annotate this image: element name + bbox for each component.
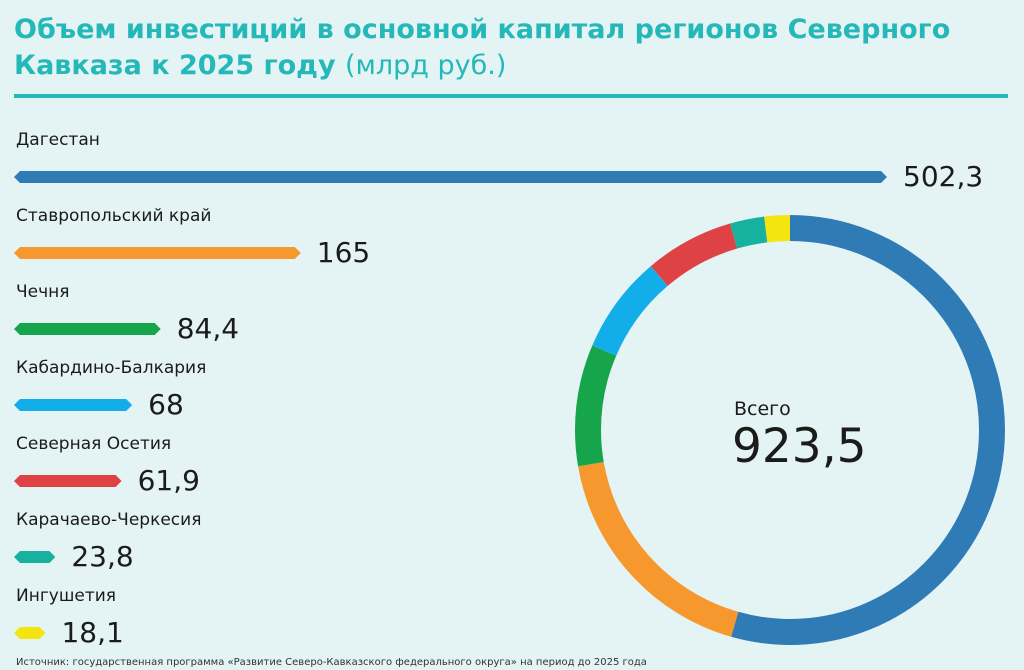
- bar: [14, 551, 55, 563]
- bar-value-label: 502,3: [903, 160, 984, 193]
- donut-segment: [575, 215, 1005, 645]
- bar: [14, 399, 132, 411]
- bar: [14, 627, 45, 639]
- chart-title: Объем инвестиций в основной капитал реги…: [14, 12, 1014, 84]
- donut-chart: [575, 215, 1005, 645]
- bar-label: Кабардино-Балкария: [16, 358, 207, 378]
- bar: [14, 247, 301, 259]
- bar: [14, 323, 161, 335]
- title-divider: [14, 94, 1008, 98]
- bar-value-label: 68: [148, 388, 184, 421]
- chart-title-unit: (млрд руб.): [344, 50, 507, 81]
- donut-segment: [575, 215, 1005, 645]
- chart-title-main: Объем инвестиций в основной капитал реги…: [14, 14, 951, 81]
- source-note: Источник: государственная программа «Раз…: [16, 657, 647, 668]
- bar-label: Карачаево-Черкесия: [16, 510, 202, 530]
- bar-label: Чечня: [16, 282, 70, 302]
- bar-label: Ставропольский край: [16, 206, 212, 226]
- bar-value-label: 61,9: [137, 464, 200, 497]
- bar: [14, 171, 887, 183]
- bar-label: Северная Осетия: [16, 434, 172, 454]
- bar-label: Дагестан: [16, 130, 100, 150]
- bar-value-label: 18,1: [61, 616, 124, 649]
- bar-value-label: 23,8: [71, 540, 134, 573]
- donut-total-label: Всего: [734, 398, 791, 420]
- bar-value-label: 84,4: [176, 312, 240, 345]
- donut-total-value: 923,5: [732, 419, 867, 474]
- bar-value-label: 165: [316, 236, 371, 269]
- bar-label: Ингушетия: [16, 586, 117, 606]
- bar: [14, 475, 122, 487]
